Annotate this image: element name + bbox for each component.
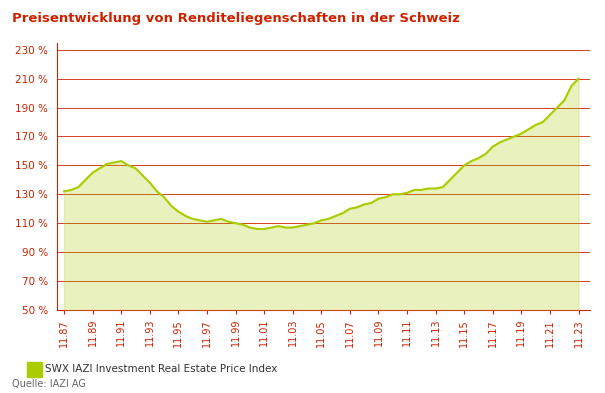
Text: Quelle: IAZI AG: Quelle: IAZI AG bbox=[12, 379, 86, 389]
Text: SWX IAZI Investment Real Estate Price Index: SWX IAZI Investment Real Estate Price In… bbox=[45, 364, 278, 375]
Text: Preisentwicklung von Renditeliegenschaften in der Schweiz: Preisentwicklung von Renditeliegenschaft… bbox=[12, 12, 460, 25]
